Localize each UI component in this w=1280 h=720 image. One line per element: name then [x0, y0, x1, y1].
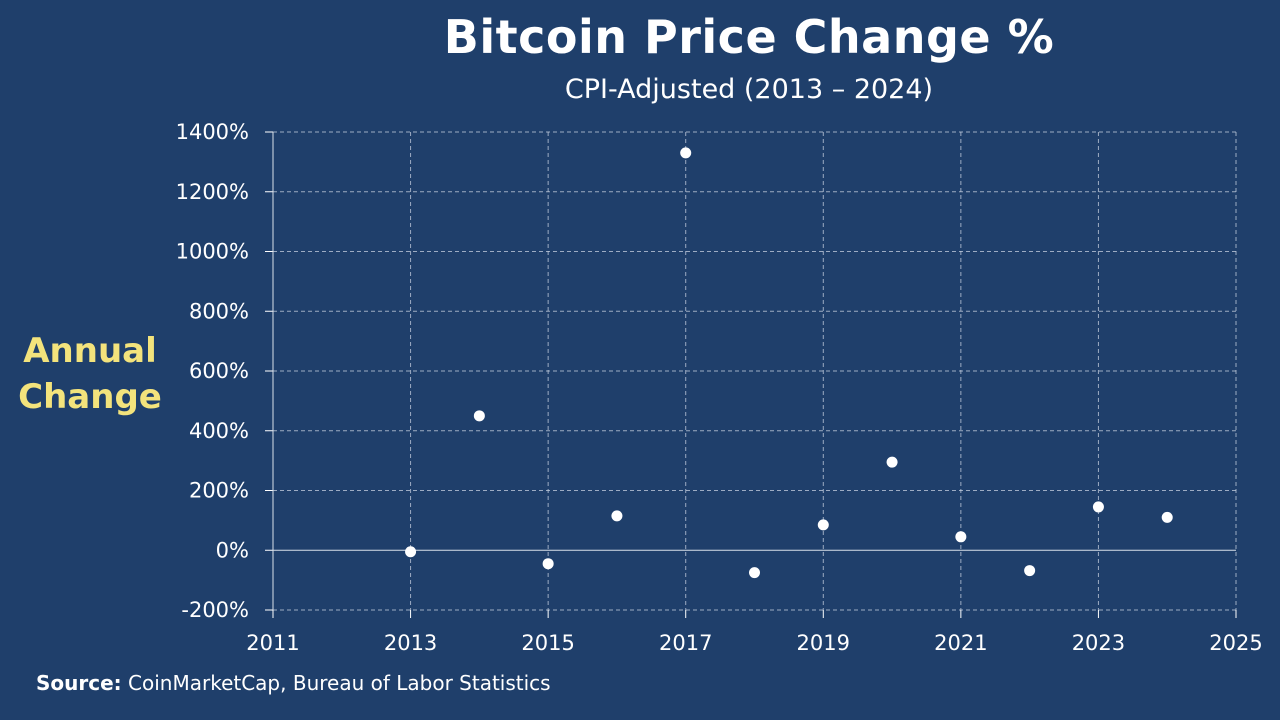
x-tick-label: 2025 [1209, 631, 1262, 655]
data-point [817, 519, 829, 531]
data-point [611, 510, 623, 522]
source-text: CoinMarketCap, Bureau of Labor Statistic… [121, 671, 551, 695]
x-tick-label: 2019 [797, 631, 850, 655]
y-tick-label: 1200% [176, 180, 249, 204]
source-note: Source: CoinMarketCap, Bureau of Labor S… [36, 671, 551, 695]
y-tick-label: 400% [189, 419, 249, 443]
y-tick-label: 800% [189, 299, 249, 323]
x-tick-label: 2023 [1072, 631, 1125, 655]
y-axis-label-text: Annual Change [18, 331, 162, 417]
x-tick-labels: 2011 2013 2015 2017 2019 2021 2023 2025 [246, 631, 1262, 655]
chart-subtitle: CPI-Adjusted (2013 – 2024) [564, 74, 934, 105]
data-point [542, 558, 554, 570]
data-point [1024, 565, 1036, 577]
x-tick-label: 2011 [246, 631, 299, 655]
y-axis-label: Annual Change [10, 328, 170, 420]
data-point [955, 531, 967, 543]
data-point [473, 410, 485, 422]
x-tick-label: 2017 [659, 631, 712, 655]
data-point [1161, 511, 1173, 523]
x-tick-label: 2021 [934, 631, 987, 655]
x-tick-label: 2015 [521, 631, 574, 655]
y-tick-label: -200% [181, 598, 249, 622]
source-label: Source: [36, 671, 122, 695]
y-tick-label: 1000% [176, 240, 249, 264]
axes [265, 131, 1237, 618]
data-point [680, 147, 692, 159]
chart-title: Bitcoin Price Change % [443, 10, 1055, 64]
data-point [1092, 501, 1104, 513]
y-tick-label: 1400% [176, 120, 249, 144]
y-tick-label: 200% [189, 479, 249, 503]
grid-lines [272, 131, 1237, 611]
data-points [405, 147, 1173, 579]
y-tick-label: 0% [216, 538, 249, 562]
x-tick-label: 2013 [384, 631, 437, 655]
y-tick-labels: -200% 0% 200% 400% 600% 800% 1000% 1200% 1400% [176, 120, 249, 622]
data-point [749, 567, 760, 579]
data-point [405, 546, 417, 558]
data-point [886, 456, 898, 468]
y-tick-label: 600% [189, 359, 249, 383]
